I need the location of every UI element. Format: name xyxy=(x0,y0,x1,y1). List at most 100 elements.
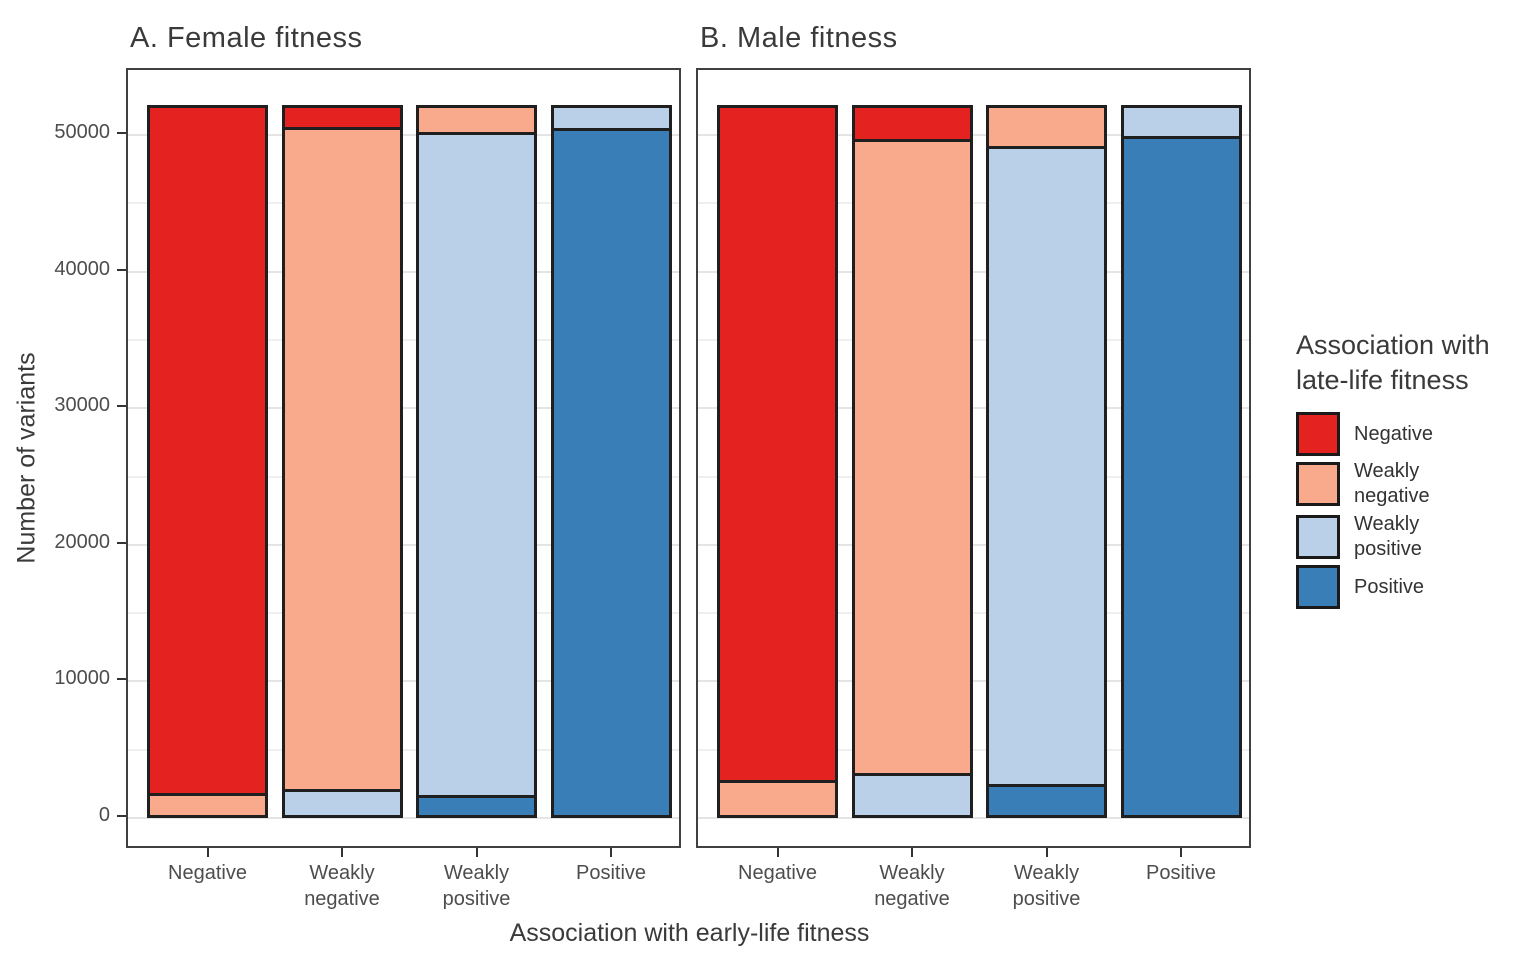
bar-segment-positive-weakly-positive xyxy=(1121,104,1242,138)
x-tick-mark xyxy=(475,848,478,857)
legend-entry-negative: Negative xyxy=(1296,412,1536,456)
bar-segment-divider xyxy=(852,772,973,776)
bar-outline-positive xyxy=(551,104,672,818)
legend-label-weakly-positive: Weakly positive xyxy=(1354,513,1422,560)
y-gridline-0 xyxy=(698,817,1249,819)
bar-outline-weakly-positive xyxy=(986,104,1107,818)
legend-label-weakly-negative: Weakly negative xyxy=(1354,460,1430,507)
bar-segment-divider xyxy=(986,145,1107,149)
bar-segment-divider xyxy=(717,779,838,783)
legend-entries: Negative Weakly negative Weakly positive Posi… xyxy=(1296,412,1536,609)
y-gridline-20000 xyxy=(128,543,679,546)
panel-a-title: A. Female fitness xyxy=(130,22,363,54)
y-gridline-5000 xyxy=(128,748,679,751)
y-gridline-30000 xyxy=(128,407,679,410)
y-gridline-40000 xyxy=(698,270,1249,273)
bar-segment-weakly-positive-positive xyxy=(416,796,537,818)
y-gridline-25000 xyxy=(128,475,679,478)
bar-segment-weakly-positive-weakly-positive xyxy=(416,133,537,797)
bar-segment-negative-weakly-negative xyxy=(147,794,268,818)
bar-outline-negative xyxy=(717,104,838,818)
y-gridline-50000 xyxy=(698,134,1249,136)
x-tick-label-weakly-positive: Weakly positive xyxy=(1012,862,1081,910)
x-axis-title: Association with early-life fitness xyxy=(509,919,870,947)
panel-b-title: B. Male fitness xyxy=(700,22,898,54)
legend-key-weakly-negative xyxy=(1296,462,1340,506)
y-gridline-10000 xyxy=(698,680,1249,683)
x-tick-mark xyxy=(1045,848,1048,857)
y-tick-label-0: 0 xyxy=(98,804,110,826)
bar-segment-negative-weakly-negative xyxy=(717,781,838,818)
y-tick-mark-10000 xyxy=(117,678,126,681)
y-gridline-45000 xyxy=(698,202,1249,205)
y-gridline-0 xyxy=(128,817,679,819)
y-gridline-15000 xyxy=(128,612,679,615)
bar-segment-divider xyxy=(1121,136,1242,140)
x-tick-mark xyxy=(776,848,779,857)
legend-key-positive xyxy=(1296,565,1340,609)
legend-entry-weakly-positive: Weakly positive xyxy=(1296,512,1536,562)
x-tick-mark xyxy=(341,848,343,857)
legend-key-negative xyxy=(1296,412,1340,456)
bar-segment-divider xyxy=(282,789,403,793)
legend-label-positive: Positive xyxy=(1354,575,1425,598)
bar-segment-divider xyxy=(416,132,537,136)
bar-segment-weakly-negative-weakly-negative xyxy=(282,128,403,791)
bar-segment-divider xyxy=(551,128,672,132)
bar-outline-weakly-negative xyxy=(852,104,973,818)
bar-segment-divider xyxy=(416,794,537,798)
legend-entry-weakly-negative: Weakly negative xyxy=(1296,459,1536,509)
bar-segment-weakly-negative-weakly-positive xyxy=(852,774,973,818)
x-tick-label-weakly-negative: Weakly negative xyxy=(304,862,380,910)
x-tick-mark xyxy=(610,848,612,857)
bar-segment-positive-positive xyxy=(1121,137,1242,818)
legend-title-line-2: late-life fitness xyxy=(1296,365,1469,395)
y-gridline-15000 xyxy=(698,612,1249,615)
y-tick-mark-0 xyxy=(117,815,126,817)
legend-key-weakly-positive xyxy=(1296,515,1340,559)
x-tick-label-positive: Positive xyxy=(1145,862,1217,884)
y-gridline-10000 xyxy=(128,680,679,683)
y-tick-mark-50000 xyxy=(117,132,126,134)
bar-segment-weakly-negative-negative xyxy=(282,104,403,129)
bar-segment-divider xyxy=(986,783,1107,787)
bar-segment-weakly-negative-weakly-positive xyxy=(282,790,403,818)
bar-outline-positive xyxy=(1121,104,1242,818)
bar-segment-divider xyxy=(852,138,973,142)
y-gridline-25000 xyxy=(698,475,1249,478)
bar-segment-weakly-positive-positive xyxy=(986,785,1107,818)
y-gridline-50000 xyxy=(128,134,679,136)
y-gridline-30000 xyxy=(698,407,1249,410)
y-gridline-35000 xyxy=(128,338,679,341)
x-tick-label-positive: Positive xyxy=(575,862,647,884)
bar-segment-divider xyxy=(282,126,403,130)
y-gridline-5000 xyxy=(698,748,1249,751)
x-tick-label-negative: Negative xyxy=(738,862,817,884)
x-tick-mark xyxy=(206,848,209,857)
y-gridline-40000 xyxy=(128,270,679,273)
bar-segment-weakly-positive-weakly-negative xyxy=(416,104,537,134)
bar-segment-negative-negative xyxy=(717,104,838,782)
bar-segment-weakly-negative-negative xyxy=(852,104,973,141)
y-tick-label-40000: 40000 xyxy=(54,257,110,280)
bar-segment-weakly-negative-weakly-negative xyxy=(852,140,973,775)
y-tick-label-10000: 10000 xyxy=(54,667,110,690)
panel-b-plot-area xyxy=(696,68,1251,848)
panel-a-plot-area xyxy=(126,68,681,848)
bar-outline-negative xyxy=(147,104,268,818)
bar-segment-positive-weakly-positive xyxy=(551,104,672,130)
y-tick-mark-20000 xyxy=(117,541,126,544)
bar-segment-negative-negative xyxy=(147,104,268,795)
y-tick-label-50000: 50000 xyxy=(54,121,110,143)
bar-segment-divider xyxy=(147,793,268,797)
bar-segment-positive-positive xyxy=(551,129,672,818)
y-tick-mark-40000 xyxy=(117,268,126,271)
legend: Association with late-life fitness Negat… xyxy=(1296,328,1536,612)
legend-entry-positive: Positive xyxy=(1296,565,1536,609)
y-gridline-35000 xyxy=(698,338,1249,341)
y-tick-label-30000: 30000 xyxy=(54,394,110,417)
y-gridline-45000 xyxy=(128,202,679,205)
legend-title: Association with late-life fitness xyxy=(1296,328,1536,398)
y-tick-mark-30000 xyxy=(117,405,126,408)
